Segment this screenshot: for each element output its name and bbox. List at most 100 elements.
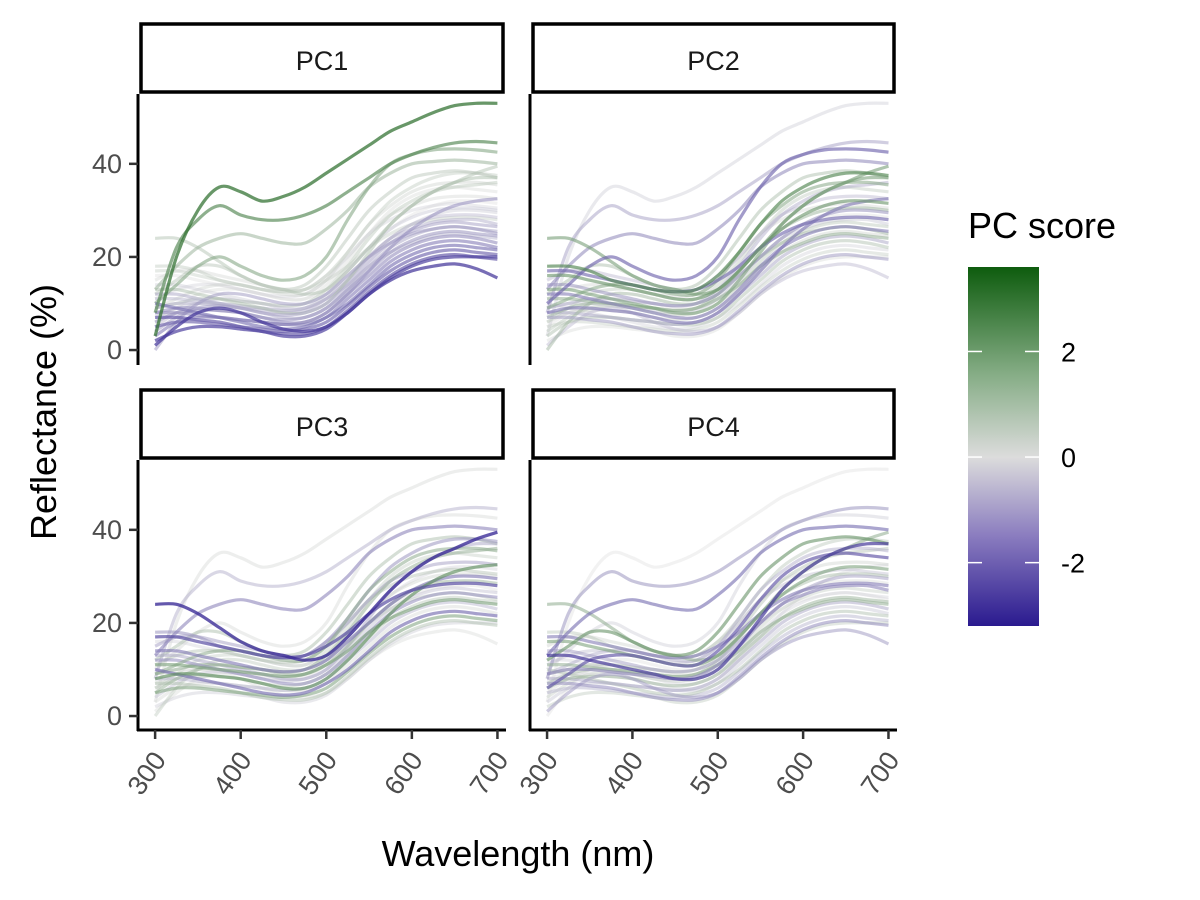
spectrum-line bbox=[545, 101, 889, 337]
spectrum-line bbox=[545, 467, 889, 703]
spectrum-line bbox=[154, 180, 498, 310]
spectrum-line bbox=[154, 248, 498, 333]
facet-strip-label: PC3 bbox=[296, 412, 349, 442]
x-tick-label: 500 bbox=[684, 746, 734, 800]
spectrum-line bbox=[155, 215, 498, 294]
panel-pc4: PC4 300 400 500 600 700 bbox=[514, 388, 905, 800]
spectrum-line bbox=[546, 595, 889, 690]
spectrum-line bbox=[154, 255, 498, 343]
spectrum-line bbox=[547, 541, 889, 682]
spectrum-line bbox=[546, 560, 889, 659]
legend-ticks: 2 0 -2 bbox=[968, 337, 1085, 579]
x-tick-label: 700 bbox=[464, 746, 514, 800]
spectrum-line bbox=[153, 101, 498, 337]
spectrum-line bbox=[155, 530, 498, 662]
y-tick-label: 0 bbox=[107, 335, 122, 365]
spectrum-line bbox=[547, 574, 889, 674]
spectrum-line bbox=[154, 614, 498, 699]
spectrum-line bbox=[547, 581, 889, 660]
spectrum-line bbox=[154, 201, 498, 301]
y-tick-label: 20 bbox=[92, 608, 122, 638]
spectrum-line bbox=[546, 614, 889, 699]
spectrum-line bbox=[154, 243, 498, 331]
spectrum-line bbox=[153, 139, 498, 314]
spectrum-line bbox=[154, 535, 498, 662]
spectrum-line bbox=[546, 197, 889, 325]
spectrum-line bbox=[154, 213, 498, 329]
spectrum-line bbox=[154, 262, 499, 347]
legend-title: PC score bbox=[968, 205, 1116, 246]
facet-strip bbox=[531, 22, 896, 94]
curve-series bbox=[153, 101, 499, 351]
x-tick-label: 400 bbox=[599, 746, 649, 800]
spectrum-line bbox=[154, 621, 498, 709]
spectrum-line bbox=[153, 158, 498, 291]
spectrum-line bbox=[547, 171, 889, 294]
x-tick-label: 600 bbox=[378, 746, 428, 800]
facet-strip bbox=[139, 388, 505, 460]
curve-series bbox=[545, 101, 890, 351]
spectrum-line bbox=[153, 467, 498, 703]
spectrum-line bbox=[547, 225, 889, 320]
legend-tick-label: 0 bbox=[1061, 443, 1076, 473]
y-tick-label: 20 bbox=[92, 242, 122, 272]
spectrum-line bbox=[547, 619, 889, 702]
legend-colorbar bbox=[968, 267, 1039, 626]
x-tick-label: 400 bbox=[207, 746, 257, 800]
panel-pc3: PC3 0 20 40 300 400 500 600 700 bbox=[92, 388, 514, 800]
panel-pc2: PC2 bbox=[528, 22, 896, 365]
panel-pc1: PC1 0 20 40 bbox=[92, 22, 505, 365]
spectrum-line bbox=[153, 505, 498, 680]
curve-series bbox=[545, 467, 890, 717]
spectrum-line bbox=[155, 598, 498, 679]
spectrum-line bbox=[546, 169, 889, 296]
facet-strip-label: PC4 bbox=[687, 412, 740, 442]
spectrum-line bbox=[545, 139, 889, 314]
facet-strip-label: PC1 bbox=[296, 46, 349, 76]
spectrum-line bbox=[155, 619, 498, 702]
legend-tick-label: -2 bbox=[1061, 549, 1085, 579]
spectrum-line bbox=[154, 609, 498, 697]
spectrum-line bbox=[546, 255, 889, 343]
x-tick-label: 500 bbox=[293, 746, 343, 800]
spectrum-line bbox=[546, 147, 889, 305]
facet-strip bbox=[531, 388, 896, 460]
color-legend: PC score 2 0 -2 bbox=[968, 205, 1116, 626]
spectrum-line bbox=[155, 171, 498, 294]
legend-tick-label: 2 bbox=[1061, 337, 1076, 367]
spectrum-line bbox=[153, 524, 498, 657]
x-tick-label: 300 bbox=[514, 746, 564, 800]
curve-series bbox=[153, 467, 499, 717]
spectrum-line bbox=[547, 565, 889, 668]
axes: 0 20 40 bbox=[92, 94, 140, 365]
spectrum-line bbox=[154, 563, 498, 691]
spectrum-line bbox=[153, 225, 498, 351]
x-tick-label: 300 bbox=[122, 746, 172, 800]
spectrum-line bbox=[546, 248, 889, 333]
spectrum-line bbox=[155, 199, 498, 302]
spectrum-line bbox=[546, 583, 889, 681]
spectrum-line bbox=[154, 220, 498, 333]
x-tick-label: 600 bbox=[770, 746, 820, 800]
x-axis-title: Wavelength (nm) bbox=[382, 833, 655, 874]
spectrum-line bbox=[154, 147, 498, 305]
spectrum-line bbox=[547, 600, 889, 692]
spectrum-line bbox=[546, 621, 889, 709]
facet-strip bbox=[139, 22, 505, 94]
spectrum-line bbox=[154, 185, 498, 324]
y-tick-label: 40 bbox=[92, 149, 122, 179]
spectrum-line bbox=[545, 524, 889, 657]
y-tick-label: 40 bbox=[92, 515, 122, 545]
spectrum-line bbox=[547, 253, 889, 336]
facet-panels: PC1 0 20 40 PC2 PC3 0 20 40 300 400 500 600 700 PC4 300… bbox=[92, 22, 905, 800]
spectrum-line bbox=[546, 535, 889, 662]
y-axis-title: Reflectance (%) bbox=[23, 284, 64, 540]
y-tick-label: 0 bbox=[107, 701, 122, 731]
x-tick-label: 700 bbox=[855, 746, 905, 800]
spectrum-line bbox=[154, 169, 498, 296]
spectrum-line bbox=[154, 194, 498, 293]
spectrum-line bbox=[545, 505, 889, 680]
spectrum-line bbox=[545, 158, 889, 291]
spectrum-line bbox=[155, 581, 498, 660]
